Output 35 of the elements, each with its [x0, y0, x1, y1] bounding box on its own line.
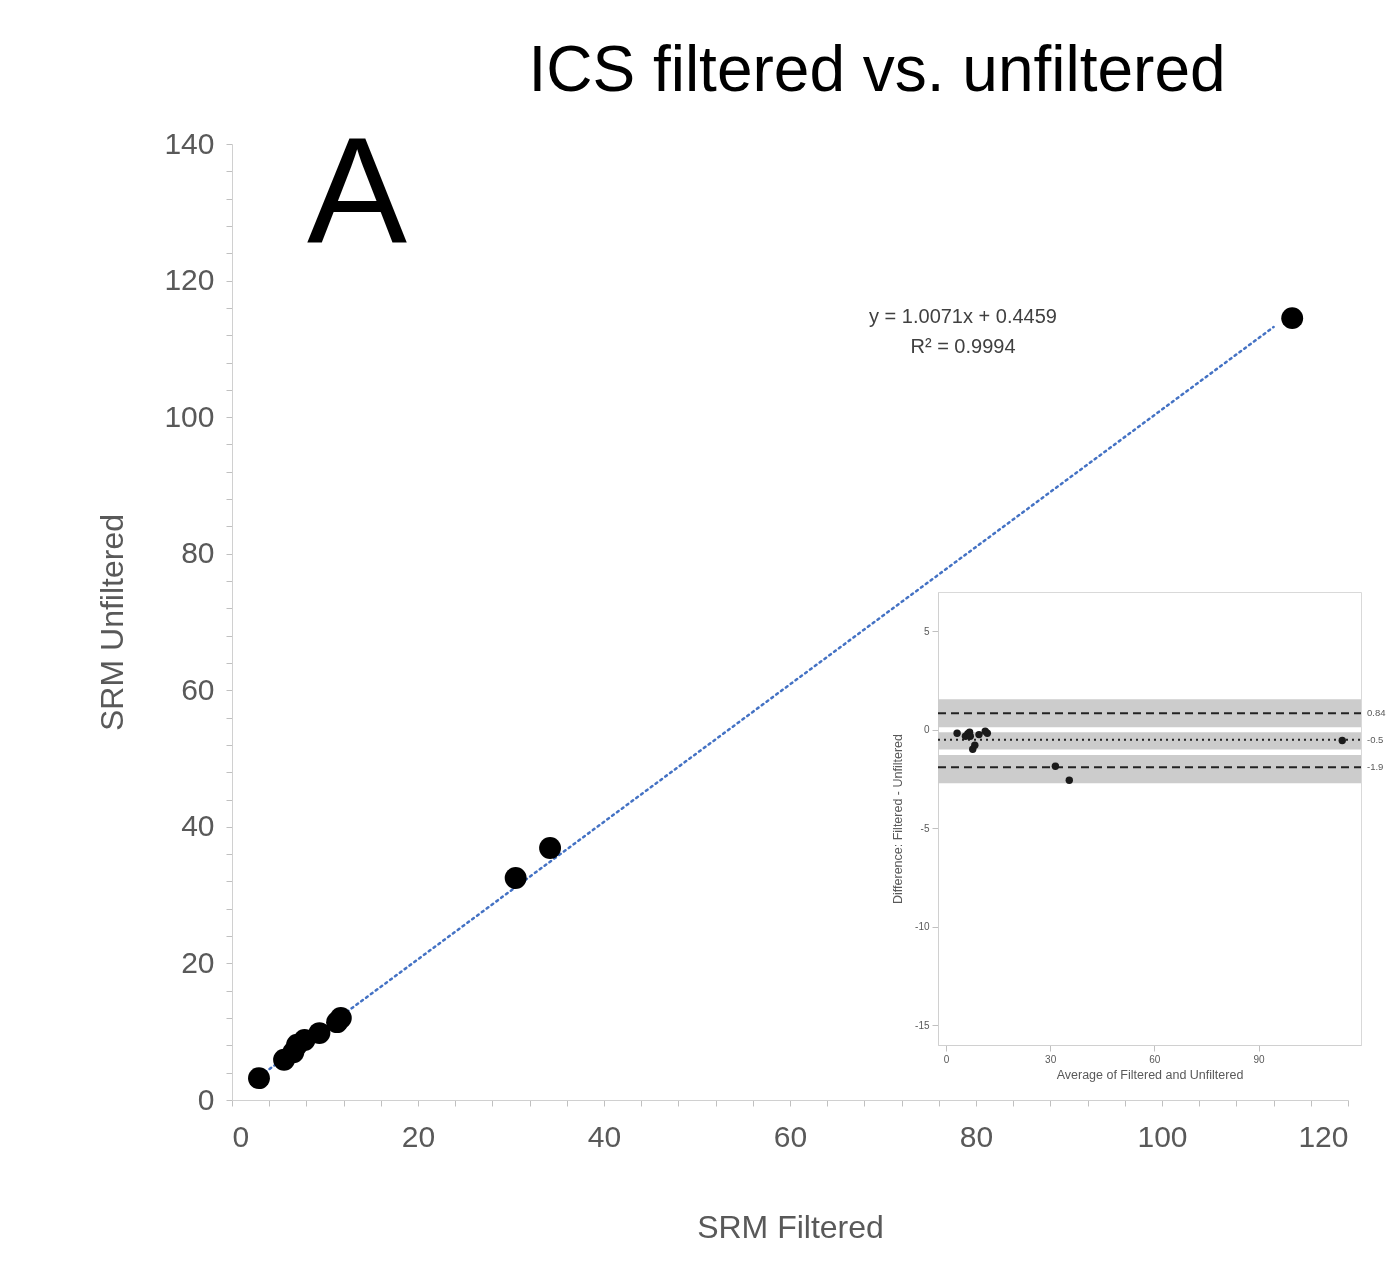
ref-line-label: -0.5: [1367, 733, 1384, 745]
x-tick-label: 90: [1253, 1053, 1266, 1065]
annotation: y = 1.0071x + 0.4459: [869, 305, 1057, 327]
annotation: R² = 0.9994: [910, 335, 1016, 357]
x-axis-title: SRM Filtered: [697, 1208, 884, 1245]
annotation: A: [307, 106, 408, 274]
y-tick-label: 120: [164, 263, 215, 297]
x-tick-label: 60: [1149, 1053, 1161, 1065]
y-tick-label: -15: [915, 1019, 930, 1031]
y-tick-label: 0: [197, 1082, 215, 1116]
y-tick-label: 100: [164, 399, 215, 433]
chart-title: ICS filtered vs. unfiltered: [528, 33, 1226, 105]
x-tick-label: 80: [959, 1119, 994, 1153]
ref-line-label: 0.84: [1367, 707, 1386, 719]
y-axis-title: Difference: Filtered - Unfiltered: [891, 733, 906, 904]
x-tick-label: 20: [401, 1119, 436, 1153]
x-tick-label: 30: [1045, 1053, 1057, 1065]
y-tick-label: -5: [920, 822, 930, 834]
x-tick-label: 60: [773, 1119, 808, 1153]
y-tick-label: 20: [181, 945, 215, 979]
x-tick-label: 40: [587, 1119, 622, 1153]
y-tick-label: 80: [181, 536, 215, 570]
x-tick-label: 0: [232, 1119, 250, 1153]
y-axis-title: SRM Unfiltered: [94, 514, 131, 731]
y-tick-label: 0: [923, 724, 930, 736]
y-tick-label: -10: [915, 921, 930, 933]
y-tick-label: 140: [164, 126, 215, 160]
y-tick-label: 5: [923, 625, 930, 637]
ref-line-label: -1.9: [1367, 761, 1384, 773]
x-tick-label: 0: [943, 1053, 950, 1065]
y-tick-label: 40: [181, 809, 215, 843]
x-axis-title: Average of Filtered and Unfiltered: [1056, 1067, 1244, 1082]
y-tick-label: 60: [181, 672, 215, 706]
x-tick-label: 120: [1298, 1119, 1349, 1153]
x-tick-label: 100: [1137, 1119, 1188, 1153]
